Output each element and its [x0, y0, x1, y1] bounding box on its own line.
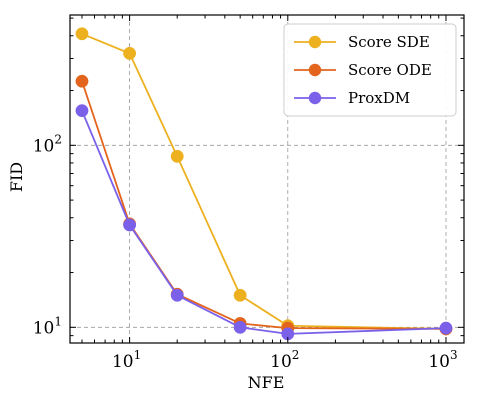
series-lines	[75, 27, 453, 341]
series-line	[81, 110, 447, 335]
plot-border	[69, 14, 465, 344]
legend-box	[283, 23, 457, 117]
data-point	[170, 149, 184, 163]
axis-ticks: 101 102 103 101 102	[33, 15, 464, 372]
data-point	[123, 46, 137, 60]
plot-frame	[69, 14, 465, 344]
legend-entry: Score SDE	[294, 33, 430, 51]
y-axis-label: FID	[7, 162, 26, 192]
series-2	[75, 104, 453, 341]
series-line	[81, 80, 446, 330]
data-point	[233, 320, 247, 334]
data-point	[233, 288, 247, 302]
legend-label: Score ODE	[348, 61, 432, 79]
legend: Score SDE Score ODE ProxDM	[283, 23, 457, 117]
series-line	[81, 32, 446, 330]
y-tick-label: 101	[33, 314, 62, 338]
data-point	[75, 104, 89, 118]
x-tick-label: 103	[428, 348, 457, 372]
grid-lines	[70, 15, 464, 343]
y-tick-label: 102	[33, 132, 62, 156]
legend-marker	[308, 91, 322, 105]
x-tick-label: 101	[112, 348, 141, 372]
data-point	[170, 288, 184, 302]
legend-label: ProxDM	[348, 89, 410, 107]
data-point	[75, 27, 89, 41]
legend-marker	[308, 63, 322, 77]
legend-label: Score SDE	[348, 33, 430, 51]
data-point	[123, 218, 137, 232]
data-point	[439, 321, 453, 335]
legend-entry: ProxDM	[294, 89, 410, 107]
data-point	[75, 74, 89, 88]
x-axis-label: NFE	[248, 373, 285, 392]
x-tick-label: 102	[270, 348, 299, 372]
legend-entry: Score ODE	[294, 61, 432, 79]
legend-marker	[308, 35, 322, 49]
